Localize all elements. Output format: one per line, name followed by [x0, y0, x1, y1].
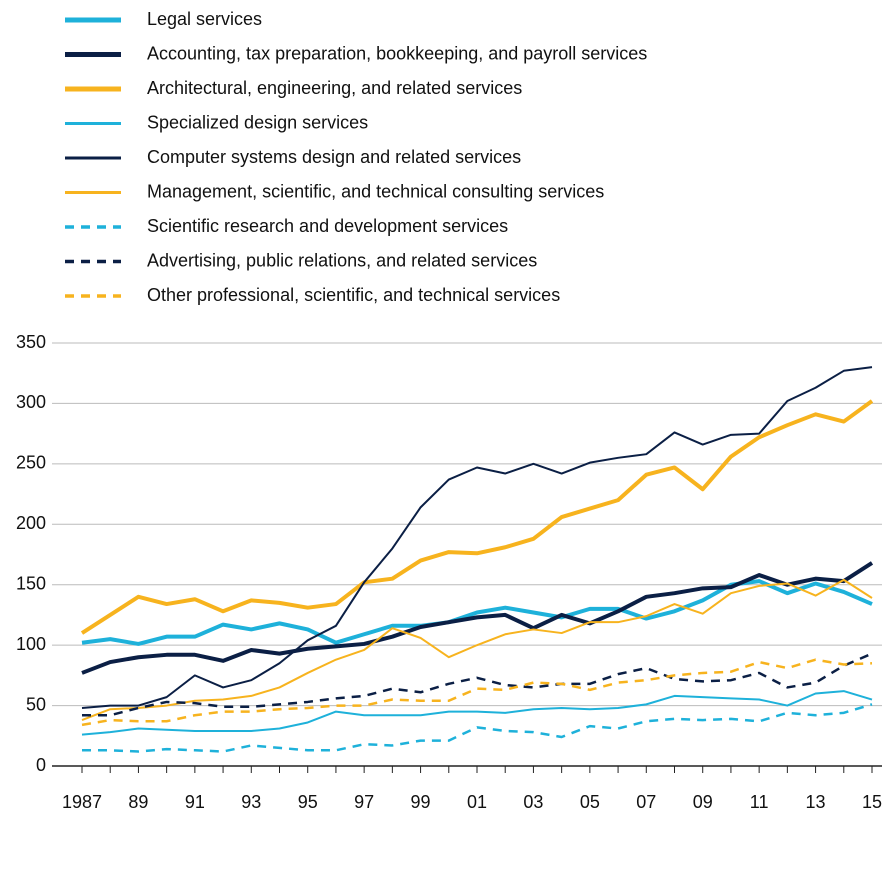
y-tick-label: 250: [16, 453, 46, 473]
x-tick-label: 03: [523, 792, 543, 812]
y-tick-label: 50: [26, 694, 46, 714]
series-line: [81, 658, 873, 727]
series-line: [81, 579, 873, 646]
legend-label: Accounting, tax preparation, bookkeeping…: [147, 43, 647, 63]
x-tick-label: 95: [298, 792, 318, 812]
x-tick-label: 01: [467, 792, 487, 812]
y-tick-label: 200: [16, 513, 46, 533]
legend-label: Other professional, scientific, and tech…: [147, 285, 560, 305]
legend-label: Scientific research and development serv…: [147, 216, 508, 236]
series-line: [82, 652, 873, 717]
series-line: [81, 366, 873, 709]
legend-label: Legal services: [147, 9, 262, 29]
legend-label: Computer systems design and related serv…: [147, 147, 521, 167]
y-tick-label: 300: [16, 392, 46, 412]
x-tick-label: 91: [185, 792, 205, 812]
x-tick-label: 07: [636, 792, 656, 812]
x-tick-label: 13: [806, 792, 826, 812]
series-line: [82, 703, 873, 753]
x-tick-label: 99: [411, 792, 431, 812]
y-tick-label: 0: [36, 755, 46, 775]
x-tick-label: 89: [128, 792, 148, 812]
x-tick-label: 11: [750, 792, 769, 812]
x-tick-label: 05: [580, 792, 600, 812]
y-tick-label: 350: [16, 332, 46, 352]
series-line: [81, 690, 873, 736]
x-tick-label: 97: [354, 792, 374, 812]
series-line: [80, 399, 874, 635]
legend-label: Specialized design services: [147, 112, 368, 132]
x-tick-label: 09: [693, 792, 713, 812]
legend-label: Architectural, engineering, and related …: [147, 78, 522, 98]
series-line: [81, 561, 874, 675]
series-line: [81, 578, 873, 722]
legend-label: Advertising, public relations, and relat…: [147, 250, 537, 270]
legend-label: Management, scientific, and technical co…: [147, 181, 604, 201]
x-tick-label: 1987: [62, 792, 102, 812]
y-tick-label: 100: [16, 634, 46, 654]
x-tick-label: 93: [241, 792, 261, 812]
x-tick-label: 15: [862, 792, 882, 812]
y-tick-label: 150: [16, 573, 46, 593]
